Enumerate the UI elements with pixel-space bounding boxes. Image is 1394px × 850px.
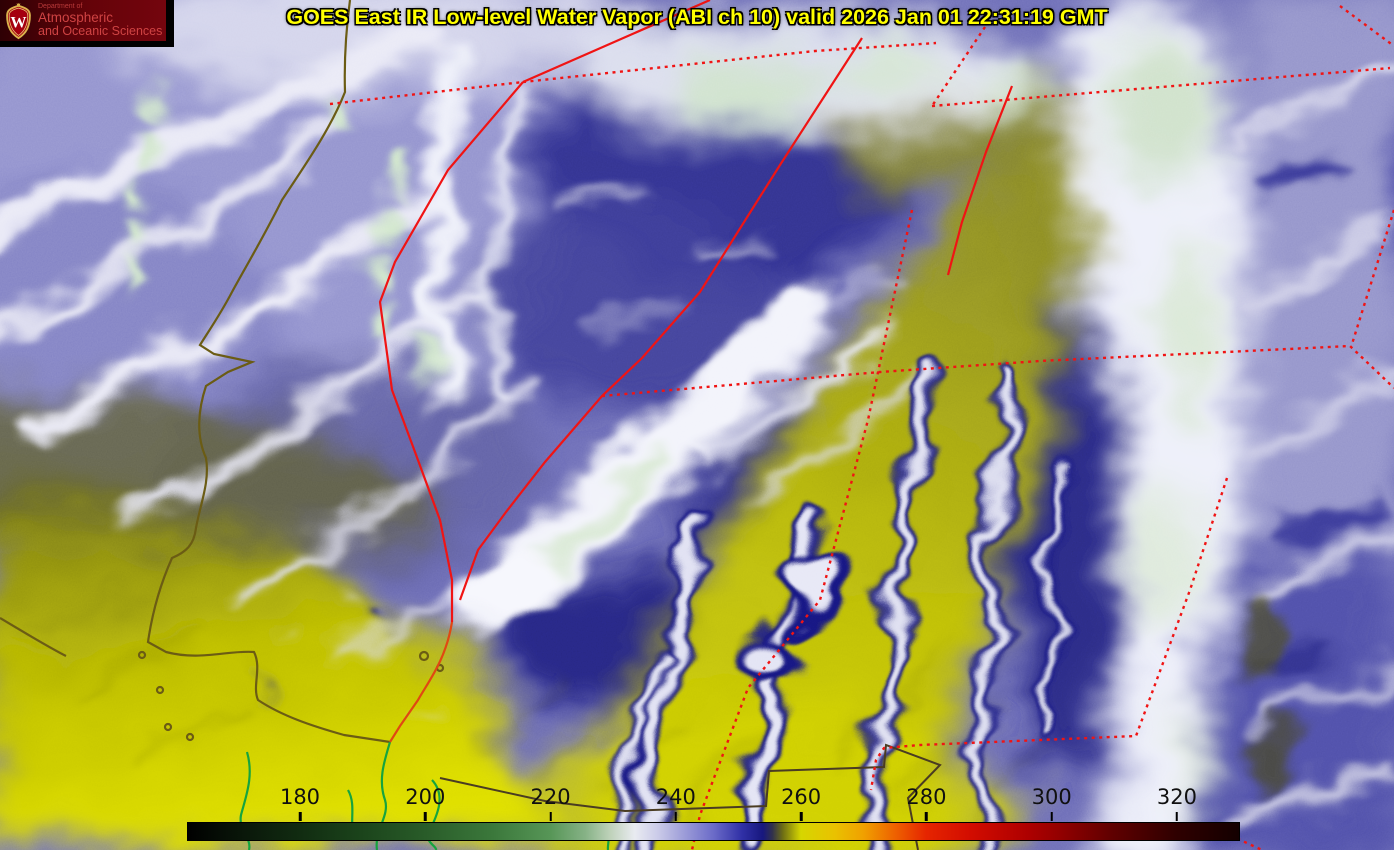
colorbar-tick-mark <box>1050 812 1053 821</box>
colorbar-tick-label: 200 <box>405 785 446 809</box>
crest-letter: W <box>10 14 26 31</box>
image-title: GOES East IR Low-level Water Vapor (ABI … <box>286 5 1108 29</box>
colorbar-tick-label: 300 <box>1031 785 1072 809</box>
colorbar-tick-mark <box>925 812 928 821</box>
colorbar-tick-mark <box>424 812 427 821</box>
colorbar-tick-mark <box>1175 812 1179 821</box>
colorbar <box>187 822 1240 841</box>
logo-text: Department of Atmospheric and Oceanic Sc… <box>38 3 162 38</box>
logo-name-line1: Atmospheric <box>38 10 114 26</box>
map-boundary-orange <box>389 621 454 743</box>
border-brown <box>439 743 942 850</box>
logo-department-line: Department of <box>38 2 83 10</box>
colorbar-tick-label: 260 <box>781 785 822 809</box>
colorbar-tick-mark <box>799 812 803 821</box>
logo-name-line2: and Oceanic Sciences <box>38 24 163 39</box>
colorbar-tick-label: 280 <box>906 785 947 809</box>
map-boundary-red-dotted <box>329 5 1394 850</box>
colorbar-tick-mark <box>298 812 302 821</box>
colorbar-tick-label: 240 <box>655 785 696 809</box>
colorbar-tick-label: 220 <box>530 785 571 809</box>
colorbar-tick-label: 320 <box>1156 785 1197 809</box>
colorbar-tick-mark <box>549 812 552 821</box>
colorbar-tick-label: 180 <box>279 785 321 809</box>
uw-aos-logo: W Department of Atmospheric and Oceanic … <box>0 0 174 47</box>
uw-crest-icon: W <box>6 2 31 39</box>
colorbar-tick-mark <box>674 812 678 821</box>
